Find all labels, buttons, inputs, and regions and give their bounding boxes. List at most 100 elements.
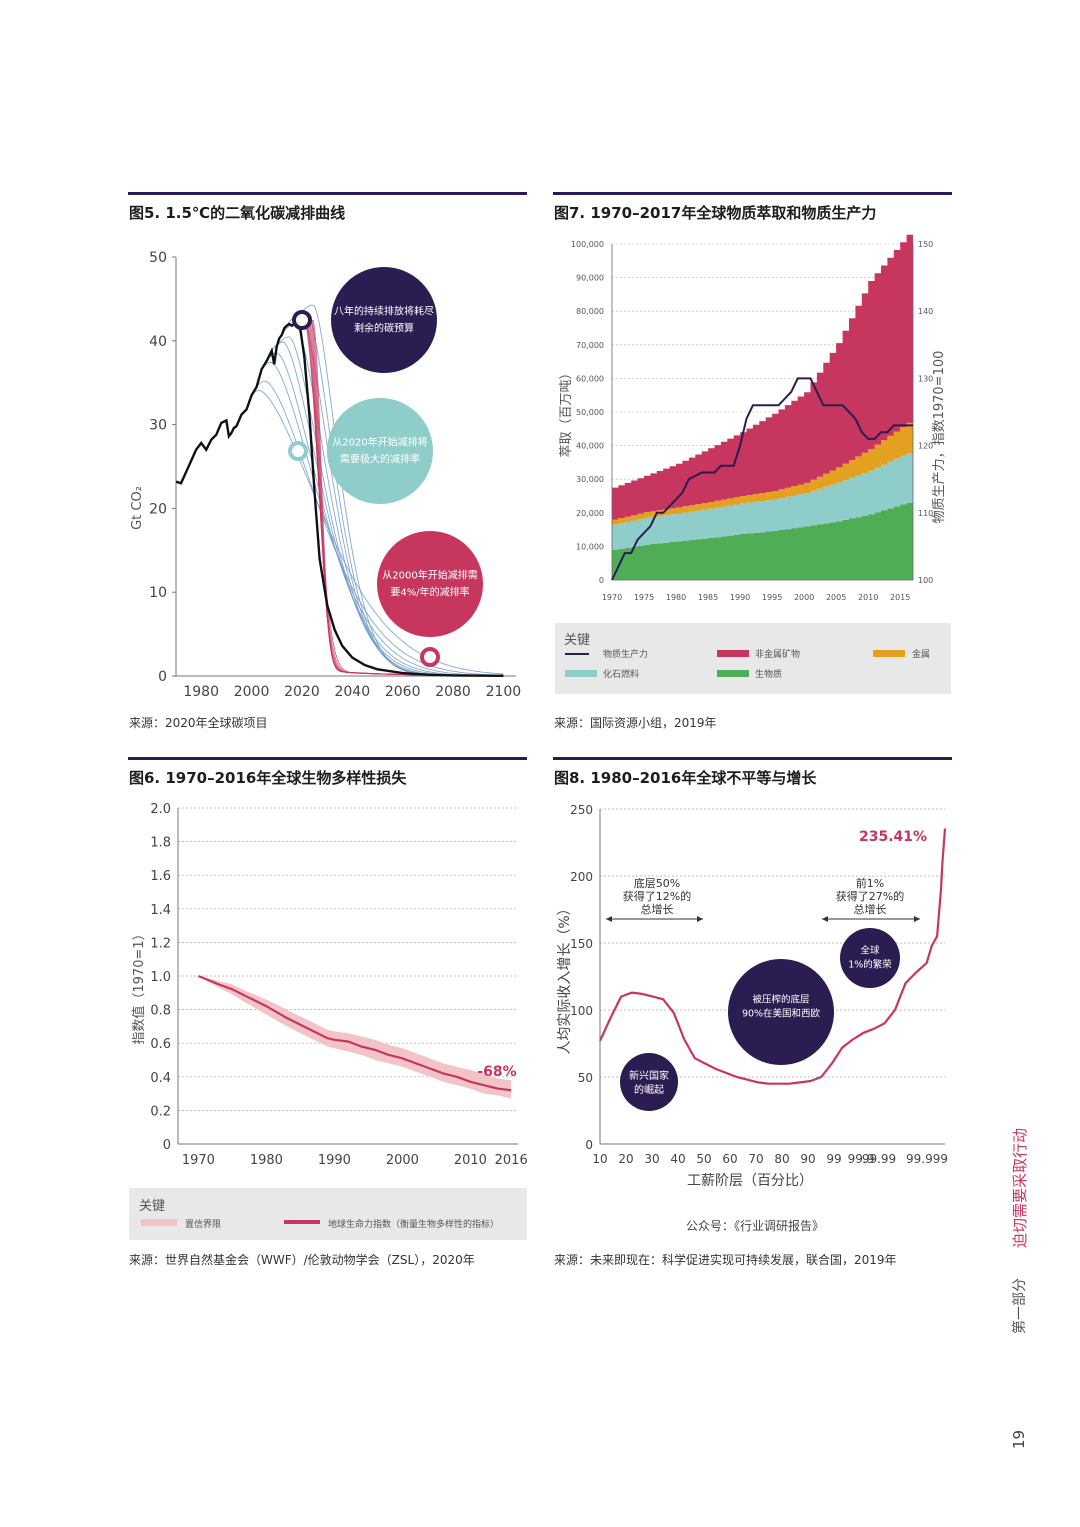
fig7-ytick-left-0: 0 xyxy=(599,576,604,585)
fig6-ytick-0.2: 0.2 xyxy=(150,1104,171,1119)
fig5-source: 来源：2020年全球碳项目 xyxy=(129,716,268,730)
fig8-ann-right-line-1: 获得了27%的 xyxy=(836,889,904,903)
fig7-area-metal xyxy=(612,418,913,525)
fig6-xtick-1980: 1980 xyxy=(250,1153,283,1168)
fig7-area-nonmetal xyxy=(612,227,913,520)
fig7-ytick-right-130: 130 xyxy=(918,374,933,383)
fig6-xtick-2000: 2000 xyxy=(386,1153,419,1168)
fig6-ytick-1.6: 1.6 xyxy=(150,869,171,884)
fig5-ytick-30: 30 xyxy=(149,418,167,434)
fig8-xtick-99: 99 xyxy=(826,1152,841,1166)
fig6-ytick-1.0: 1.0 xyxy=(150,970,171,985)
fig8-growth-line xyxy=(599,828,947,1085)
fig8-xtick-50: 50 xyxy=(696,1152,711,1166)
fig7-ytick-left-7: 70,000 xyxy=(576,341,604,350)
fig7-xtick-1970: 1970 xyxy=(602,593,622,602)
fig8-watermark: 公众号：《行业调研报告》 xyxy=(686,1219,825,1233)
fig7-legend-productivity: 物质生产力 xyxy=(603,650,649,660)
fig8-ann-left-line-2: 总增长 xyxy=(641,902,674,916)
fig8-bubble-squeezed-text-line-0: 被压榨的底层 xyxy=(752,994,809,1006)
fig8-xtick-99.99: 99.99 xyxy=(862,1152,896,1166)
fig5-xtick-2000: 2000 xyxy=(234,684,270,700)
fig7-ytick-left-8: 80,000 xyxy=(576,307,604,316)
fig8-xtick-99.9: 99.9 xyxy=(848,1152,875,1166)
fig7-legend-metal: 金属 xyxy=(912,650,931,660)
fig5-ylabel: Gt CO₂ xyxy=(130,486,145,530)
fig6-ytick-1.2: 1.2 xyxy=(150,936,171,951)
fig7-ylabel-right: 物质生产力，指数1970=100 xyxy=(932,351,947,524)
fig6-legend-lpi: 地球生命力指数（衡量生物多样性的指标） xyxy=(328,1220,500,1230)
fig5-ytick-20: 20 xyxy=(149,501,167,517)
fig7-xtick-1985: 1985 xyxy=(698,593,718,602)
fig5-ytick-40: 40 xyxy=(149,334,167,350)
fig8-bubble-global-text-line-1: 1%的繁荣 xyxy=(848,959,892,971)
fig5-xtick-2080: 2080 xyxy=(435,684,471,700)
fig5-historical-line xyxy=(175,316,301,485)
fig6-legend-swatch-confidence xyxy=(141,1219,177,1226)
fig7-ytick-left-5: 50,000 xyxy=(576,408,604,417)
fig8-ann-right-arrowhead-l xyxy=(822,916,828,922)
fig8-xtick-90: 90 xyxy=(800,1152,815,1166)
fig8-xtick-30: 30 xyxy=(644,1152,659,1166)
fig7-xtick-2005: 2005 xyxy=(826,593,846,602)
fig5-bubble-2000 xyxy=(377,531,483,637)
fig7-ytick-left-9: 90,000 xyxy=(576,274,604,283)
fig8-ytick-50: 50 xyxy=(578,1071,593,1085)
fig6-end-label: -68% xyxy=(477,1064,516,1080)
fig6-confidence-band xyxy=(198,976,512,1099)
fig8-ann-right-arrowhead-r xyxy=(914,916,920,922)
fig7-xtick-2000: 2000 xyxy=(794,593,814,602)
fig7-ylabel-left: 萃取（百万吨） xyxy=(559,366,574,457)
fig5-bubble-2020-text-line-0: 从2020年开始减排将 xyxy=(332,436,427,449)
fig7-area-biomass xyxy=(612,501,913,580)
fig5-bubble-budget xyxy=(331,267,437,373)
fig5-xtick-2100: 2100 xyxy=(486,684,522,700)
fig6-xtick-1990: 1990 xyxy=(318,1153,351,1168)
fig6-ytick-1.4: 1.4 xyxy=(150,903,171,918)
fig5-bubble-2020 xyxy=(327,398,433,504)
page-number: 19 xyxy=(1010,1429,1028,1449)
fig8-ytick-200: 200 xyxy=(570,870,593,884)
fig5-15c-line xyxy=(298,322,504,677)
fig8-xlabel: 工薪阶层（百分比） xyxy=(687,1173,813,1189)
fig7-legend-swatch-biomass xyxy=(717,670,749,677)
fig6-legend-box: 关键 置信界限 地球生命力指数（衡量生物多样性的指标） xyxy=(129,1188,527,1240)
fig5-xtick-2020: 2020 xyxy=(284,684,320,700)
fig7-legend-nonmetal: 非金属矿物 xyxy=(755,650,801,660)
fig7-area-fossil xyxy=(612,450,913,550)
fig8-xtick-99.999: 99.999 xyxy=(906,1152,948,1166)
fig8-xtick-80: 80 xyxy=(774,1152,789,1166)
fig6-xtick-2010: 2010 xyxy=(454,1153,487,1168)
fig5-marker-pink xyxy=(420,647,440,667)
fig5-xtick-1980: 1980 xyxy=(183,684,219,700)
fig7-xtick-2010: 2010 xyxy=(858,593,878,602)
fig6-lpi-line xyxy=(197,974,512,1092)
fig6-ytick-0.6: 0.6 xyxy=(150,1037,171,1052)
fig8-peak-label: 235.41% xyxy=(859,829,927,845)
fig6-legend-swatch-lpi xyxy=(284,1220,320,1224)
fig7-ytick-right-110: 110 xyxy=(918,509,933,518)
fig7-legend-swatch-nonmetal xyxy=(717,650,749,657)
fig6-ylabel: 指数值（1970=1） xyxy=(131,927,147,1044)
fig7-xtick-1995: 1995 xyxy=(762,593,782,602)
fig7-ytick-left-2: 20,000 xyxy=(576,509,604,518)
fig7-legend-swatch-metal xyxy=(873,650,905,657)
fig7-legend-fossil: 化石燃料 xyxy=(603,670,640,680)
fig8-ann-left-arrowhead-l xyxy=(606,916,612,922)
fig7-ytick-right-150: 150 xyxy=(918,240,933,249)
fig6-title: 图6. 1970–2016年全球生物多样性损失 xyxy=(129,769,407,787)
fig8-ytick-150: 150 xyxy=(570,937,593,951)
fig8-ytick-100: 100 xyxy=(570,1004,593,1018)
fig5-marker-teal xyxy=(288,441,308,461)
fig8-xtick-60: 60 xyxy=(722,1152,737,1166)
fig5-xtick-2060: 2060 xyxy=(385,684,421,700)
fig8-ann-left-line-0: 底层50% xyxy=(634,876,680,890)
fig8-top-rule xyxy=(553,757,952,760)
fig6-source: 来源：世界自然基金会（WWF）/伦敦动物学会（ZSL），2020年 xyxy=(129,1253,475,1267)
fig5-ytick-10: 10 xyxy=(149,585,167,601)
fig5-bubble-2000-text-line-0: 从2000年开始减排需 xyxy=(382,569,477,582)
fig7-top-rule xyxy=(553,192,952,195)
fig7-ytick-right-100: 100 xyxy=(918,576,933,585)
